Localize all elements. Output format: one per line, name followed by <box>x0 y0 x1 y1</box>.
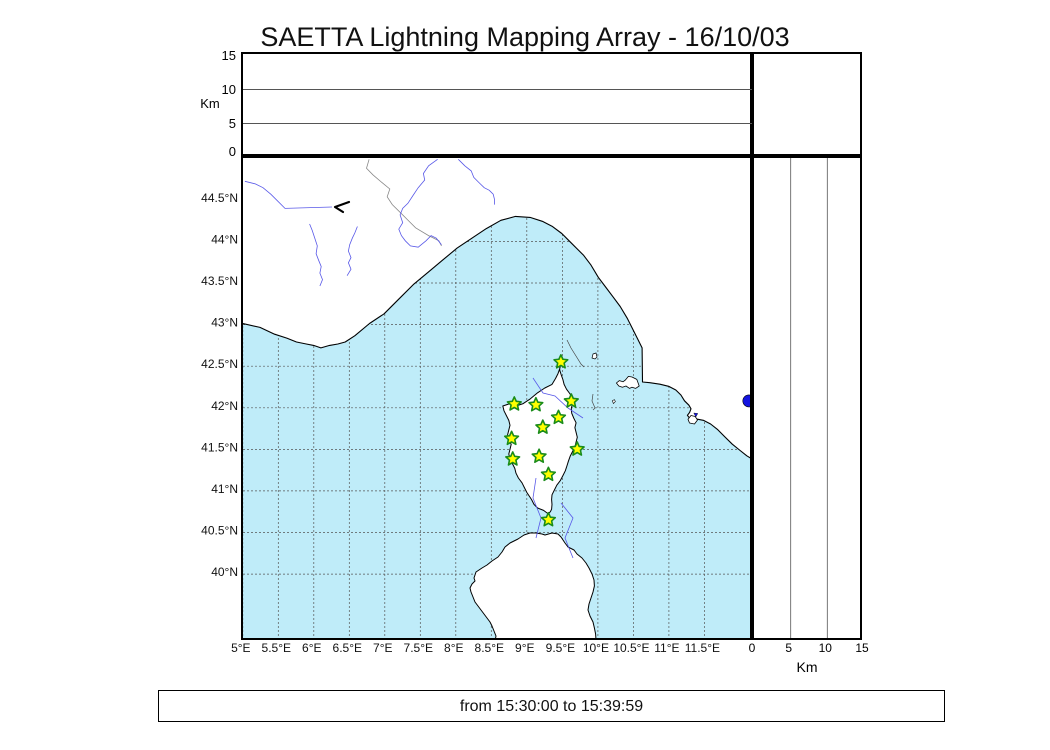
svg-text:41°N: 41°N <box>211 482 238 496</box>
svg-text:43°N: 43°N <box>211 316 238 330</box>
svg-text:10°E: 10°E <box>583 641 609 655</box>
svg-text:0: 0 <box>749 641 756 655</box>
svg-text:9.5°E: 9.5°E <box>546 641 575 655</box>
svg-text:8.5°E: 8.5°E <box>475 641 504 655</box>
svg-text:10.5°E: 10.5°E <box>613 641 649 655</box>
svg-text:7.5°E: 7.5°E <box>404 641 433 655</box>
svg-text:5°E: 5°E <box>231 641 250 655</box>
svg-text:44°N: 44°N <box>211 233 238 247</box>
svg-text:44.5°N: 44.5°N <box>201 191 238 205</box>
svg-text:41.5°N: 41.5°N <box>201 440 238 454</box>
svg-text:40°N: 40°N <box>211 565 238 579</box>
svg-text:9°E: 9°E <box>515 641 534 655</box>
svg-text:7°E: 7°E <box>373 641 392 655</box>
svg-text:15: 15 <box>222 48 236 63</box>
svg-text:11.5°E: 11.5°E <box>685 641 720 655</box>
svg-text:6.5°E: 6.5°E <box>333 641 362 655</box>
svg-text:11°E: 11°E <box>654 641 679 655</box>
svg-text:40.5°N: 40.5°N <box>201 524 238 538</box>
svg-text:42.5°N: 42.5°N <box>201 357 238 371</box>
svg-text:Km: Km <box>200 96 220 111</box>
svg-text:8°E: 8°E <box>444 641 463 655</box>
svg-text:42°N: 42°N <box>211 399 238 413</box>
svg-text:15: 15 <box>855 641 869 655</box>
svg-text:10: 10 <box>819 641 833 655</box>
svg-text:5: 5 <box>785 641 792 655</box>
svg-text:Km: Km <box>797 659 818 675</box>
svg-text:5.5°E: 5.5°E <box>262 641 291 655</box>
svg-text:43.5°N: 43.5°N <box>201 274 238 288</box>
svg-text:10: 10 <box>222 82 236 97</box>
svg-text:5: 5 <box>229 116 236 131</box>
svg-text:6°E: 6°E <box>302 641 321 655</box>
